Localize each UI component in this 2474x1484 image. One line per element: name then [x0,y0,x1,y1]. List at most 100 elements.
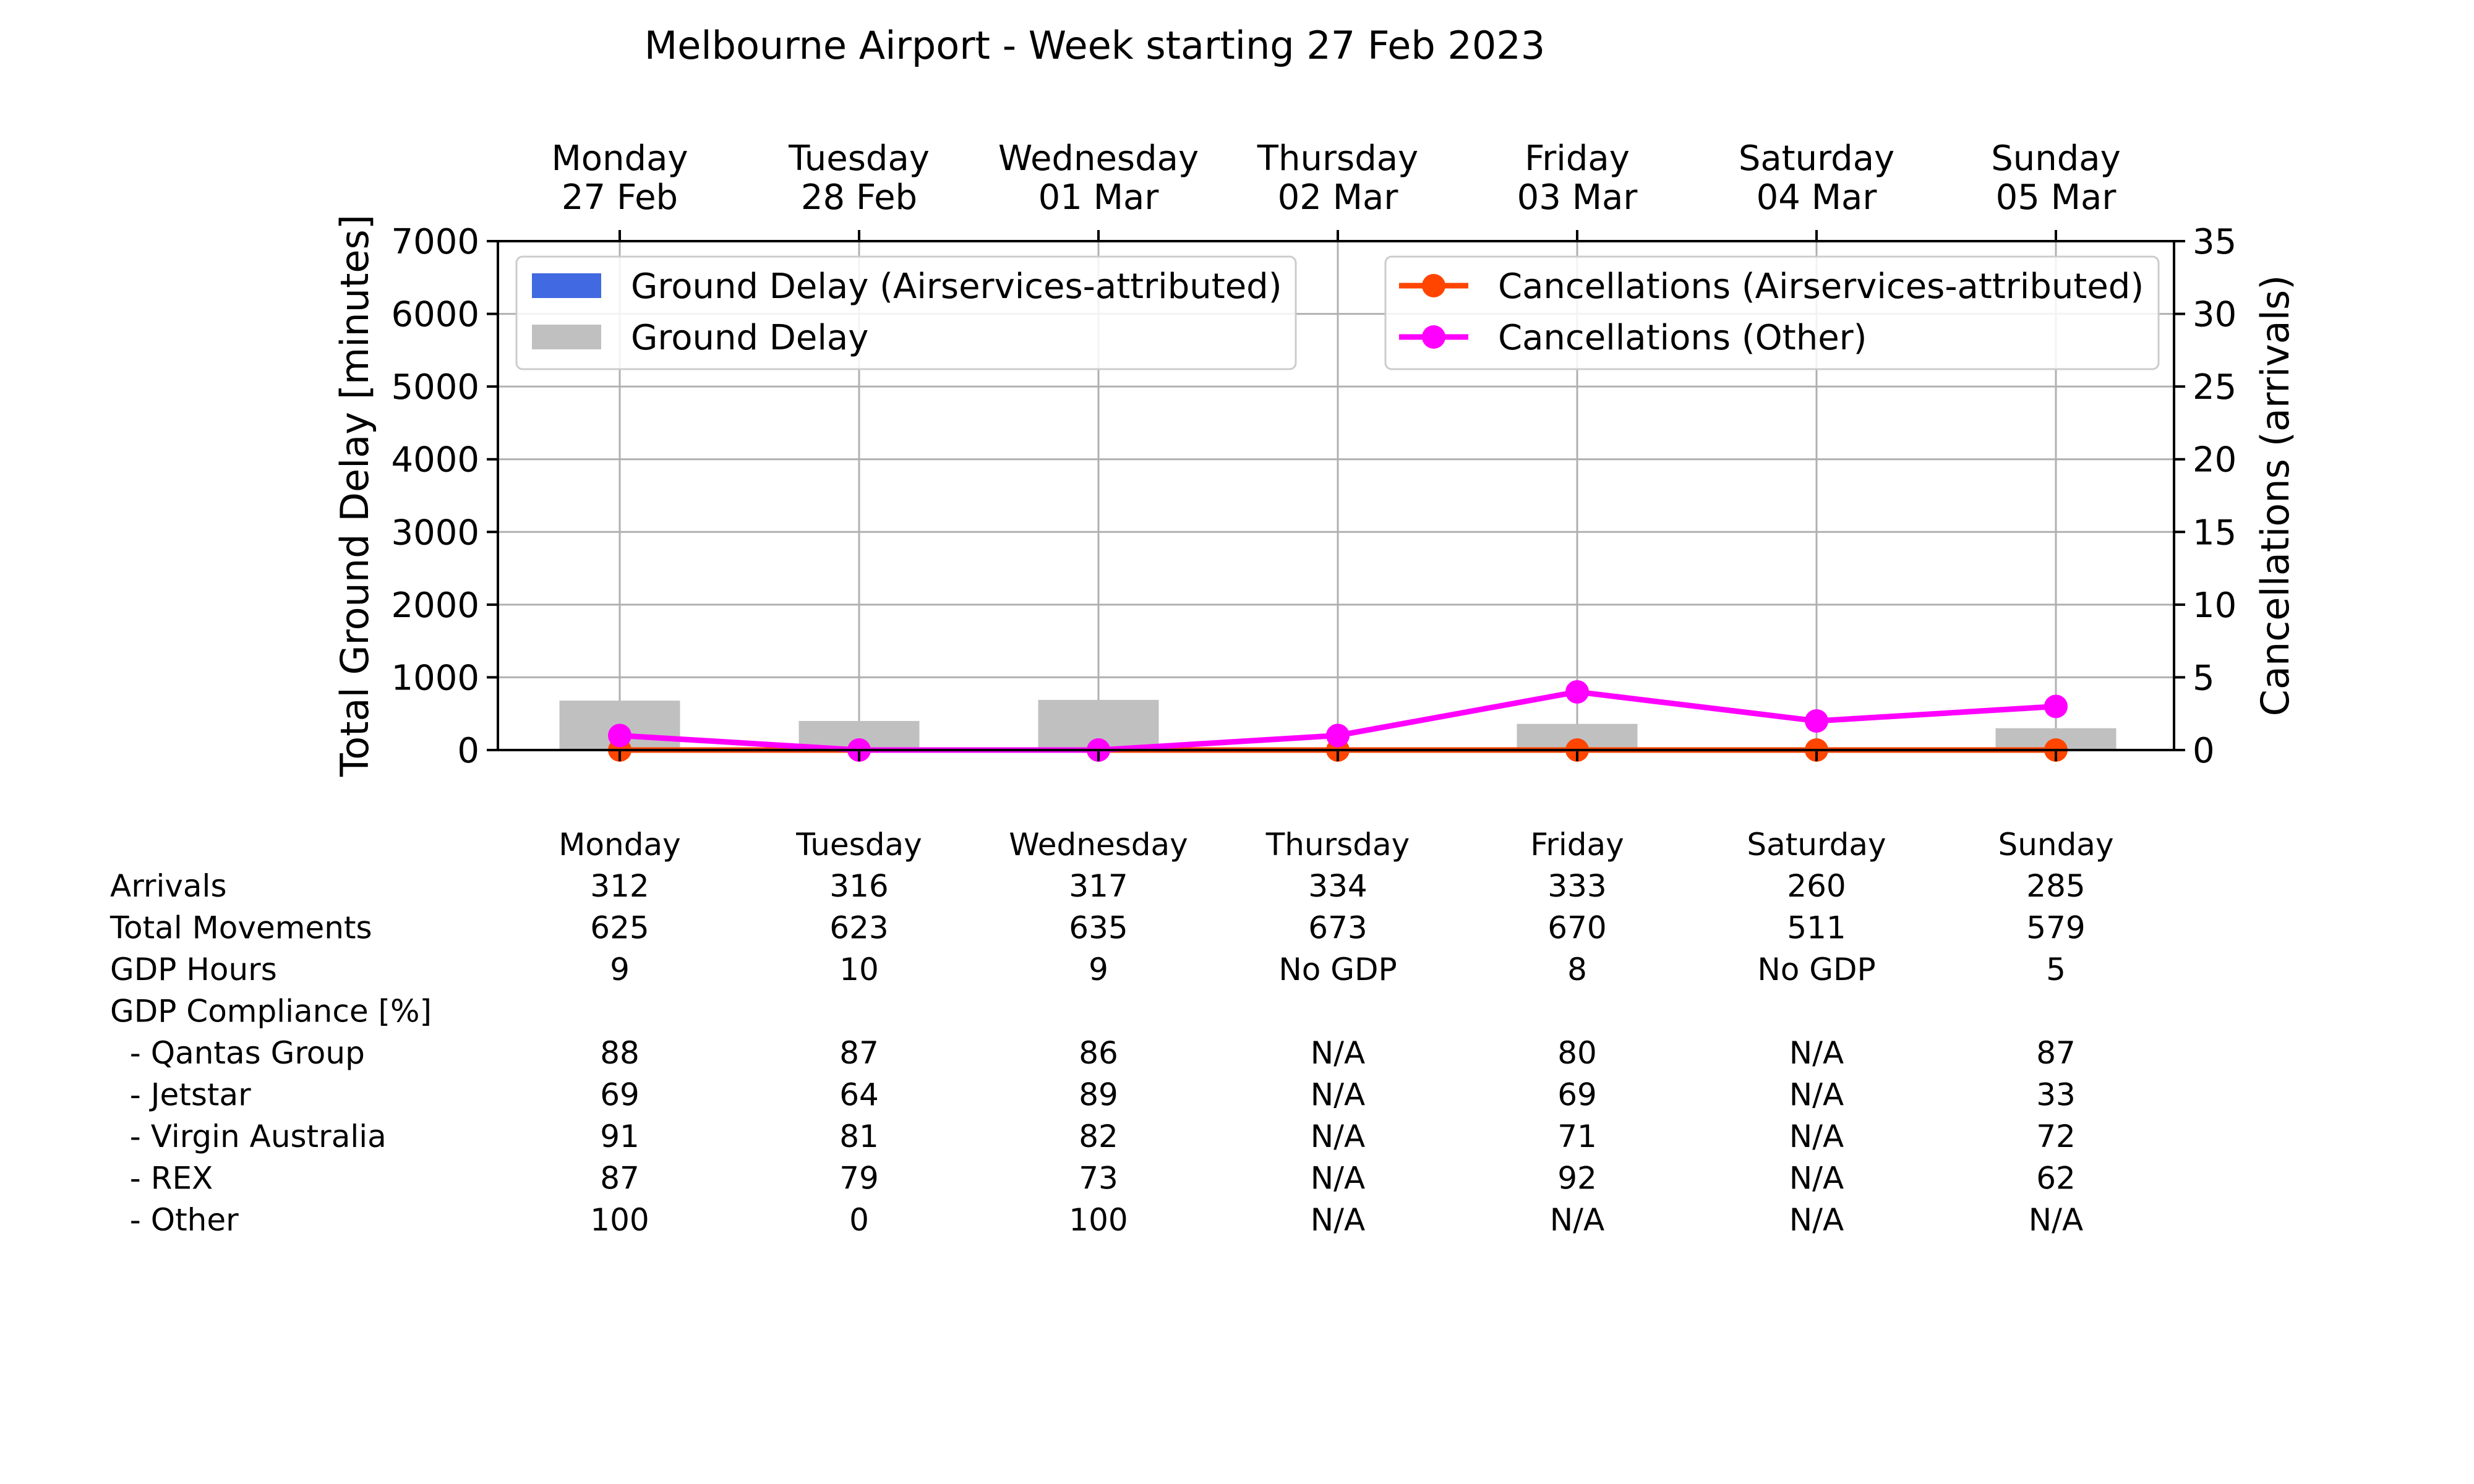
table-cell: 69 [600,1077,640,1113]
table-cell: 81 [839,1119,879,1154]
y-left-axis-label: Total Ground Delay [minutes] [332,215,377,777]
table-cell: 317 [1069,868,1128,904]
chart-title: Melbourne Airport - Week starting 27 Feb… [644,23,1545,68]
table-cell: N/A [1789,1202,1844,1238]
table-cell: N/A [1789,1119,1844,1154]
table-row-label: - REX [110,1161,213,1196]
table-cell: N/A [1311,1202,1365,1238]
table-cell: 260 [1787,868,1846,904]
table-row-label: - Virgin Australia [110,1119,387,1154]
table-cell: 80 [1557,1035,1597,1071]
x-tick-date: 01 Mar [1038,177,1160,218]
table-cell: 285 [2026,868,2085,904]
table-cell: 579 [2026,910,2085,946]
legend-bars: Ground Delay (Airservices-attributed) Gro… [515,255,1297,370]
y-left-tick-label: 4000 [391,440,479,480]
point-cancellations-other [1565,680,1589,704]
y-right-tick-label: 25 [2193,367,2236,407]
table-header-cell: Sunday [1998,827,2113,863]
table-cell: 87 [600,1161,640,1196]
legend-label: Ground Delay (Airservices-attributed) [631,267,1282,307]
x-tick-day: Monday [551,139,688,179]
table-cell: 64 [839,1077,879,1113]
y-right-tick-label: 0 [2193,731,2215,771]
table-cell: 91 [600,1119,640,1154]
stats-table: Monday Tuesday Wednesday Thursday Friday Satu… [109,827,2114,1238]
y-right-tick-label: 10 [2193,586,2236,626]
table-header-cell: Thursday [1265,827,1410,863]
table-cell: 623 [829,910,888,946]
x-tick-date: 04 Mar [1757,177,1878,218]
table-header-cell: Saturday [1747,827,1886,863]
table-row-label: - Jetstar [110,1077,251,1113]
table-cell: 8 [1567,952,1587,987]
table-header-cell: Friday [1530,827,1624,863]
table-cell: 72 [2036,1119,2076,1154]
y-left-tick-label: 1000 [391,658,479,698]
table-cell: 511 [1787,910,1846,946]
point-cancellations-other [1326,723,1350,748]
y-right-tick-label: 15 [2193,513,2236,553]
table-cell: 635 [1069,910,1128,946]
table-cell: N/A [1311,1119,1365,1154]
table-row-label: GDP Compliance [%] [110,994,432,1030]
x-tick-date: 28 Feb [801,177,917,218]
table-cell: 62 [2036,1161,2076,1196]
legend-box [515,255,1297,370]
table-cell: N/A [2029,1202,2083,1238]
table-cell: 625 [590,910,649,946]
table-cell: 9 [1089,952,1108,987]
table-cell: 312 [590,868,649,904]
table-cell: 92 [1557,1161,1597,1196]
table-cell: 673 [1308,910,1367,946]
table-cell: 9 [610,952,630,987]
x-tick-day: Thursday [1257,139,1418,179]
plot-frame [497,240,2175,751]
table-cell: 73 [1079,1161,1118,1196]
table-cell: 100 [590,1202,649,1238]
table-cell: 69 [1557,1077,1597,1113]
y-right-axis-label: Cancellations (arrivals) [2253,275,2298,717]
x-tick-day: Friday [1525,139,1630,179]
point-cancellations-other [2044,694,2068,719]
table-cell: N/A [1550,1202,1604,1238]
table-cell: 79 [839,1161,879,1196]
table-cell: 33 [2036,1077,2076,1113]
table-cell: 670 [1547,910,1606,946]
legend-label: Cancellations (Airservices-attributed) [1498,267,2144,307]
legend-swatch [532,273,601,298]
table-cell: 100 [1069,1202,1128,1238]
y-right-tick-label: 5 [2193,658,2215,698]
legend-box [1384,255,2160,370]
x-tick-day: Saturday [1739,139,1894,179]
x-tick-date: 02 Mar [1278,177,1399,218]
legend-marker [1422,274,1445,297]
table-cell: N/A [1789,1161,1844,1196]
axes: 0 1000 2000 3000 4000 5000 6000 7000 0 5 10 15 20 25 3… [332,139,2298,777]
point-cancellations-other [1805,709,1828,733]
legends: Ground Delay (Airservices-attributed) Gro… [515,255,2160,370]
table-cell: N/A [1789,1035,1844,1071]
x-tick-date: 27 Feb [562,177,678,218]
table-cell: 316 [829,868,888,904]
table-cell: 0 [849,1202,869,1238]
table-cell: N/A [1789,1077,1844,1113]
x-tick-date: 05 Mar [1996,177,2117,218]
table-cell: 82 [1079,1119,1118,1154]
x-tick-day: Sunday [1991,139,2121,179]
table-header-cell: Tuesday [795,827,922,863]
table-row-label: Arrivals [110,868,227,904]
table-cell: 334 [1308,868,1367,904]
legend-lines: Cancellations (Airservices-attributed) Ca… [1384,255,2160,370]
table-cell: 333 [1547,868,1606,904]
legend-marker [1422,325,1445,349]
table-cell: 71 [1557,1119,1597,1154]
table-row-label: GDP Hours [110,952,277,987]
y-left-tick-label: 3000 [391,513,479,553]
table-cell: 87 [839,1035,879,1071]
legend-swatch [532,325,601,349]
y-left-tick-label: 2000 [391,586,479,626]
table-header-cell: Monday [559,827,680,863]
table-row-label: Total Movements [109,910,372,946]
